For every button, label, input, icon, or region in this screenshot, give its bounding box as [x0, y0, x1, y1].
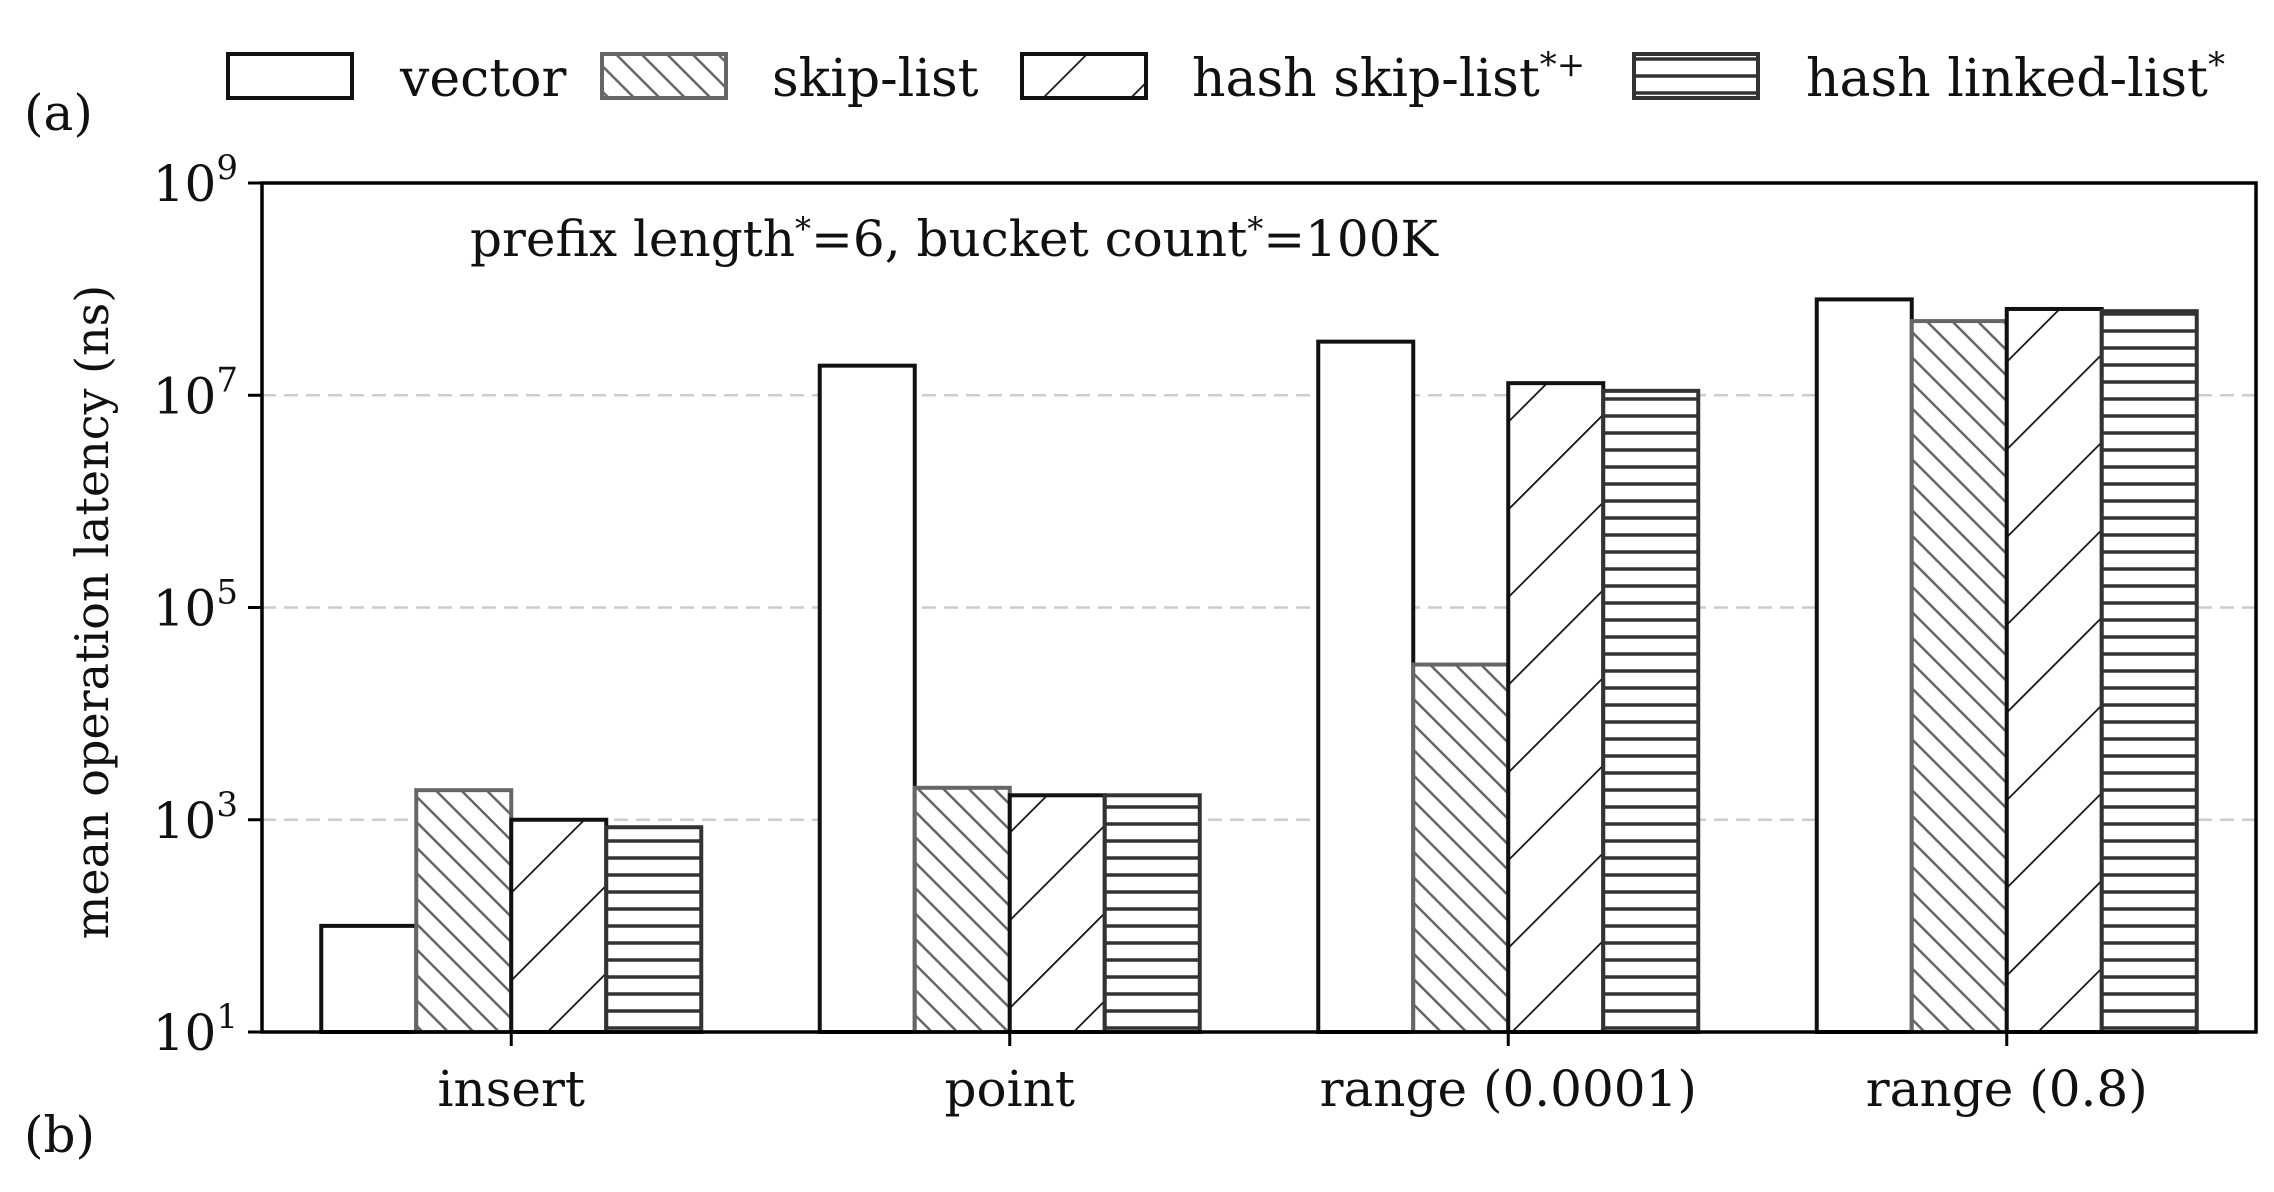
bar-skip-list — [1411, 662, 1511, 1035]
x-tick-label: range (0.0001) — [1320, 1060, 1697, 1118]
bar-skip-list — [1909, 319, 2009, 1034]
panel-label-a: (a) — [24, 84, 93, 142]
legend-swatch-vector — [226, 52, 354, 100]
chart-annotation: prefix length*=6, bucket count*=100K — [470, 210, 1440, 268]
legend-label-vector: vector — [399, 49, 566, 109]
x-tick-label: range (0.8) — [1866, 1060, 2148, 1118]
bar-hash-skip-list — [1506, 381, 1606, 1034]
bar-hash-skip-list — [2004, 306, 2104, 1035]
y-tick-label: 103 — [153, 785, 238, 850]
legend-swatch-hash-linked-list — [1632, 52, 1760, 100]
bar-hash-skip-list — [1007, 793, 1107, 1034]
y-tick-label: 107 — [153, 360, 238, 425]
legend-swatch-skip-list — [600, 52, 728, 100]
legend: vector skip-list hash skip-list*+ hash l… — [226, 45, 2225, 109]
bars — [319, 297, 2199, 1035]
legend-label-hash-skip-list: hash skip-list*+ — [1192, 45, 1585, 109]
y-tick-label: 109 — [153, 148, 238, 213]
y-tick-label: 101 — [153, 997, 238, 1062]
x-tick-label: point — [945, 1060, 1075, 1118]
bar-skip-list — [912, 785, 1012, 1034]
bar-hash-linked-list — [1601, 388, 1701, 1035]
y-axis-label: mean operation latency (ns) — [65, 285, 119, 939]
bar-vector — [1316, 339, 1416, 1035]
bar-hash-linked-list — [1102, 793, 1202, 1034]
bar-vector — [319, 923, 419, 1034]
bar-vector — [1814, 297, 1914, 1035]
bar-skip-list — [414, 788, 514, 1035]
bar-hash-linked-list — [604, 825, 704, 1034]
panel-label-b: (b) — [24, 1106, 95, 1164]
legend-swatch-hash-skip-list — [1020, 52, 1148, 100]
x-tick-label: insert — [438, 1060, 585, 1118]
bar-hash-linked-list — [2099, 309, 2199, 1035]
bar-hash-skip-list — [509, 817, 609, 1034]
legend-label-hash-linked-list: hash linked-list* — [1806, 45, 2225, 109]
axes: insert point range (0.0001) range (0.8) 101 1… — [153, 148, 2258, 1118]
legend-label-skip-list: skip-list — [772, 49, 979, 109]
bar-vector — [817, 363, 917, 1034]
y-tick-label: 105 — [153, 573, 238, 638]
